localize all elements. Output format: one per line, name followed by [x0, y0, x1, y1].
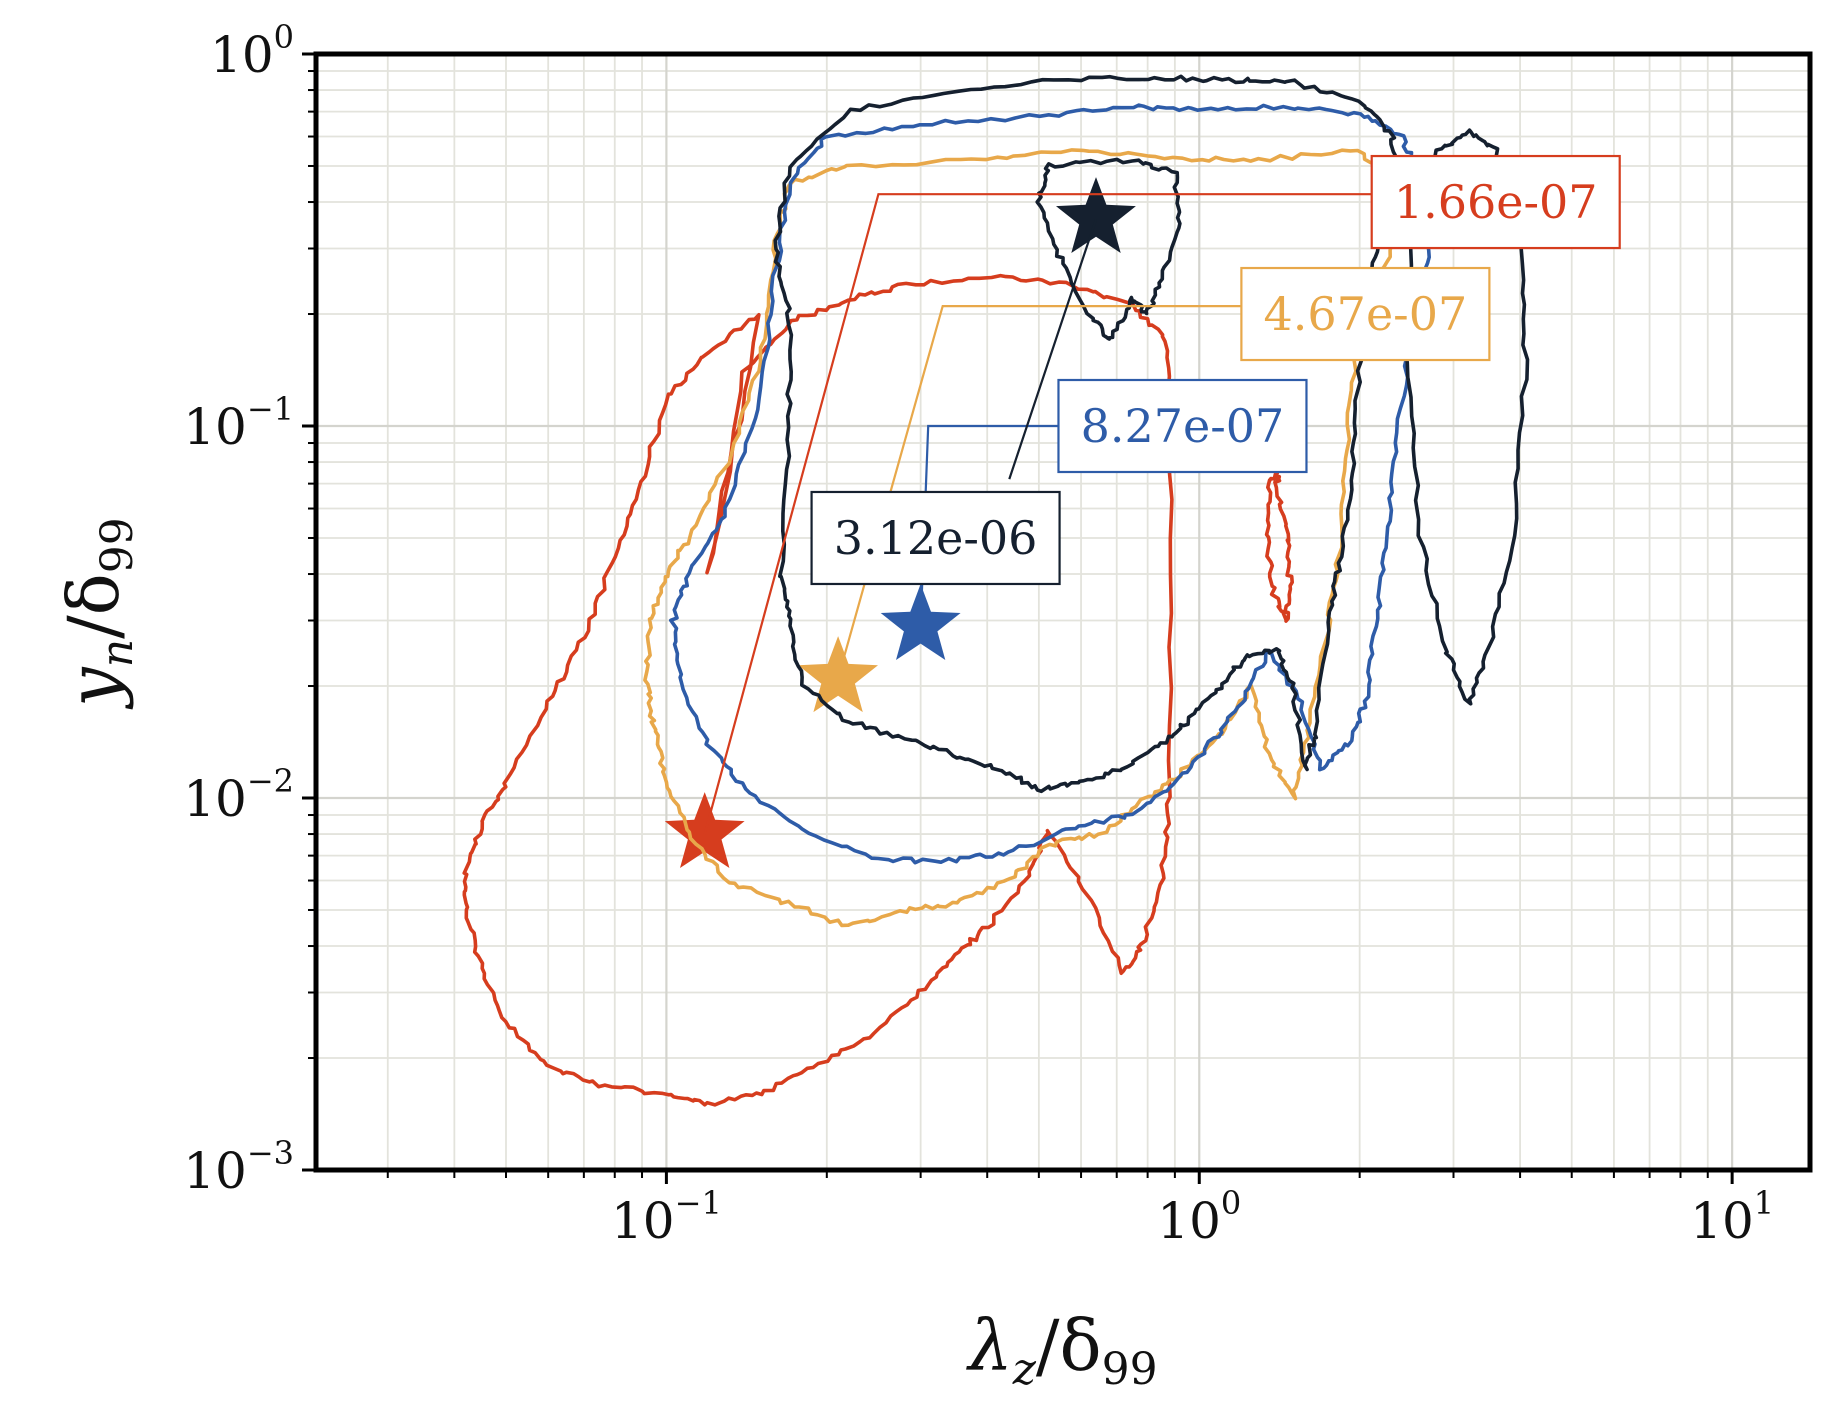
- x-tick-label: 101: [1690, 1184, 1774, 1250]
- annotation-0: 1.66e-07: [703, 154, 1621, 835]
- y-axis-label-main: y: [53, 666, 135, 710]
- plot-frame: [313, 51, 1813, 1173]
- annotation-leader-line: [1008, 218, 1098, 480]
- y-axis-label-sub2: 99: [92, 517, 143, 573]
- x-tick-label: 100: [1157, 1184, 1241, 1250]
- y-tick-label: 10−2: [183, 762, 294, 828]
- annotation-box: [1240, 266, 1491, 362]
- x-tick-label: 10−1: [611, 1184, 722, 1250]
- annotation-label: 4.67e-07: [1264, 287, 1468, 341]
- y-axis-label-sub: n: [92, 639, 143, 667]
- contour-line: [462, 273, 1174, 1107]
- annotation-2: 8.27e-07: [919, 378, 1308, 627]
- contour-line: [773, 74, 1402, 794]
- x-axis-label-main: λ: [965, 1305, 1012, 1387]
- annotation-box: [1057, 378, 1308, 474]
- annotation-1: 4.67e-07: [837, 266, 1491, 679]
- tick-labels: 10−1 100 101 10−3 10−2 10−1 100: [183, 18, 1774, 1250]
- peak-star-marker: [1056, 177, 1136, 253]
- contour-line: [643, 148, 1404, 928]
- contour-line: [669, 103, 1431, 865]
- annotation-label: 1.66e-07: [1394, 175, 1598, 229]
- y-axis-label: yn/δ99: [53, 517, 143, 710]
- x-axis-label-sub: z: [1012, 1344, 1037, 1395]
- annotation-3: 3.12e-06: [810, 218, 1098, 586]
- annotation-box: [810, 490, 1061, 586]
- annotation-box: [1370, 154, 1621, 250]
- annotation-leader-line: [703, 193, 1421, 835]
- ticks: [302, 52, 1734, 1184]
- annotation-label: 8.27e-07: [1081, 399, 1285, 453]
- grid-minor: [316, 54, 1810, 1170]
- y-axis-label-sep: /δ: [53, 573, 135, 639]
- x-axis-label-sep: /δ: [1036, 1305, 1102, 1387]
- y-tick-label: 10−1: [183, 390, 294, 456]
- y-tick-label: 10−3: [183, 1134, 294, 1200]
- x-axis-label: λz/δ99: [965, 1305, 1157, 1395]
- y-tick-label: 100: [210, 18, 294, 84]
- x-axis-label-sub2: 99: [1102, 1344, 1158, 1395]
- annotation-label: 3.12e-06: [834, 511, 1038, 565]
- annotation-layer: 1.66e-07 4.67e-07 8.27e-07 3.12e-06: [703, 154, 1621, 835]
